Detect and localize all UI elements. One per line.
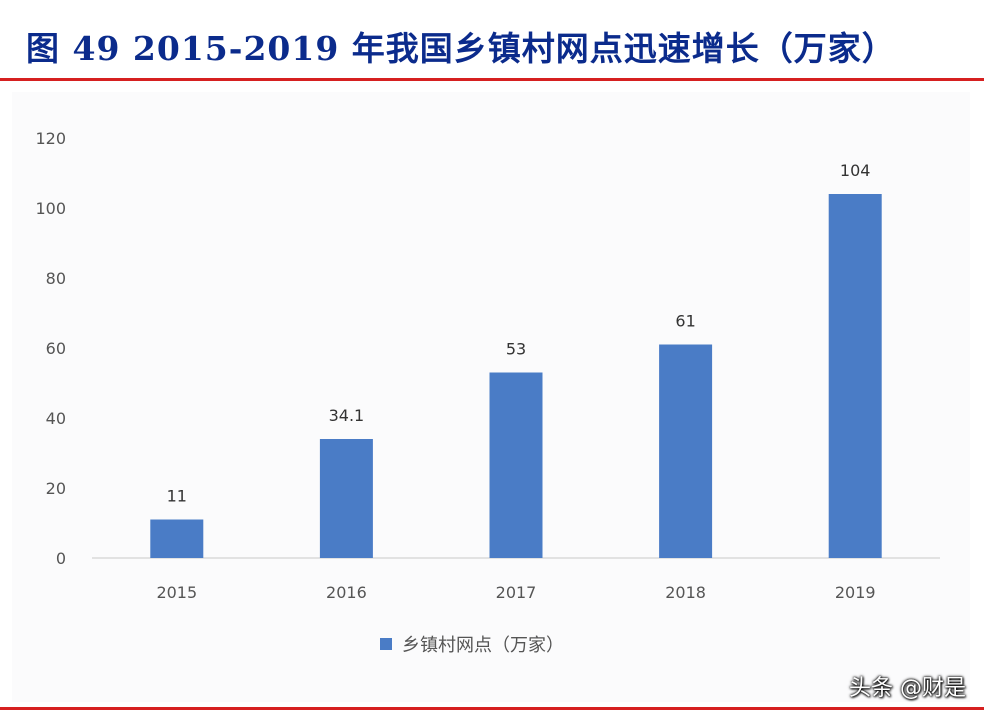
legend: 乡镇村网点（万家）	[380, 630, 564, 658]
page-title: 图 49 2015-2019 年我国乡镇村网点迅速增长（万家）	[26, 29, 896, 68]
data-label-2016: 34.1	[329, 406, 365, 425]
y-tick-label: 60	[46, 339, 66, 358]
bar-2019	[828, 194, 882, 558]
y-tick-label: 120	[35, 129, 66, 148]
x-tick-label: 2018	[665, 583, 706, 602]
bar-2015	[150, 519, 204, 558]
y-tick-label: 100	[35, 199, 66, 218]
bar-2017	[489, 372, 543, 558]
x-axis: 2015 2016 2017 2018 2019	[156, 583, 875, 602]
x-tick-label: 2015	[156, 583, 197, 602]
x-tick-label: 2016	[326, 583, 367, 602]
y-tick-label: 20	[46, 479, 66, 498]
bars-group: 11 34.1 53 61 104	[150, 161, 882, 558]
bottom-divider	[0, 707, 984, 710]
legend-label: 乡镇村网点（万家）	[402, 635, 564, 656]
bar-2018	[659, 344, 713, 558]
x-tick-label: 2019	[835, 583, 876, 602]
watermark: 头条 @财是	[849, 676, 966, 701]
y-tick-label: 0	[56, 549, 66, 568]
y-tick-label: 40	[46, 409, 66, 428]
x-tick-label: 2017	[496, 583, 537, 602]
title-divider	[0, 78, 984, 81]
y-tick-label: 80	[46, 269, 66, 288]
data-label-2018: 61	[675, 312, 695, 331]
y-axis: 0 20 40 60 80 100 120	[35, 129, 66, 568]
data-label-2015: 11	[167, 487, 187, 506]
title-bar: 图 49 2015-2019 年我国乡镇村网点迅速增长（万家）	[0, 0, 984, 78]
legend-swatch	[380, 638, 392, 650]
bar-2016	[319, 439, 373, 558]
data-label-2019: 104	[840, 161, 871, 180]
data-label-2017: 53	[506, 340, 526, 359]
